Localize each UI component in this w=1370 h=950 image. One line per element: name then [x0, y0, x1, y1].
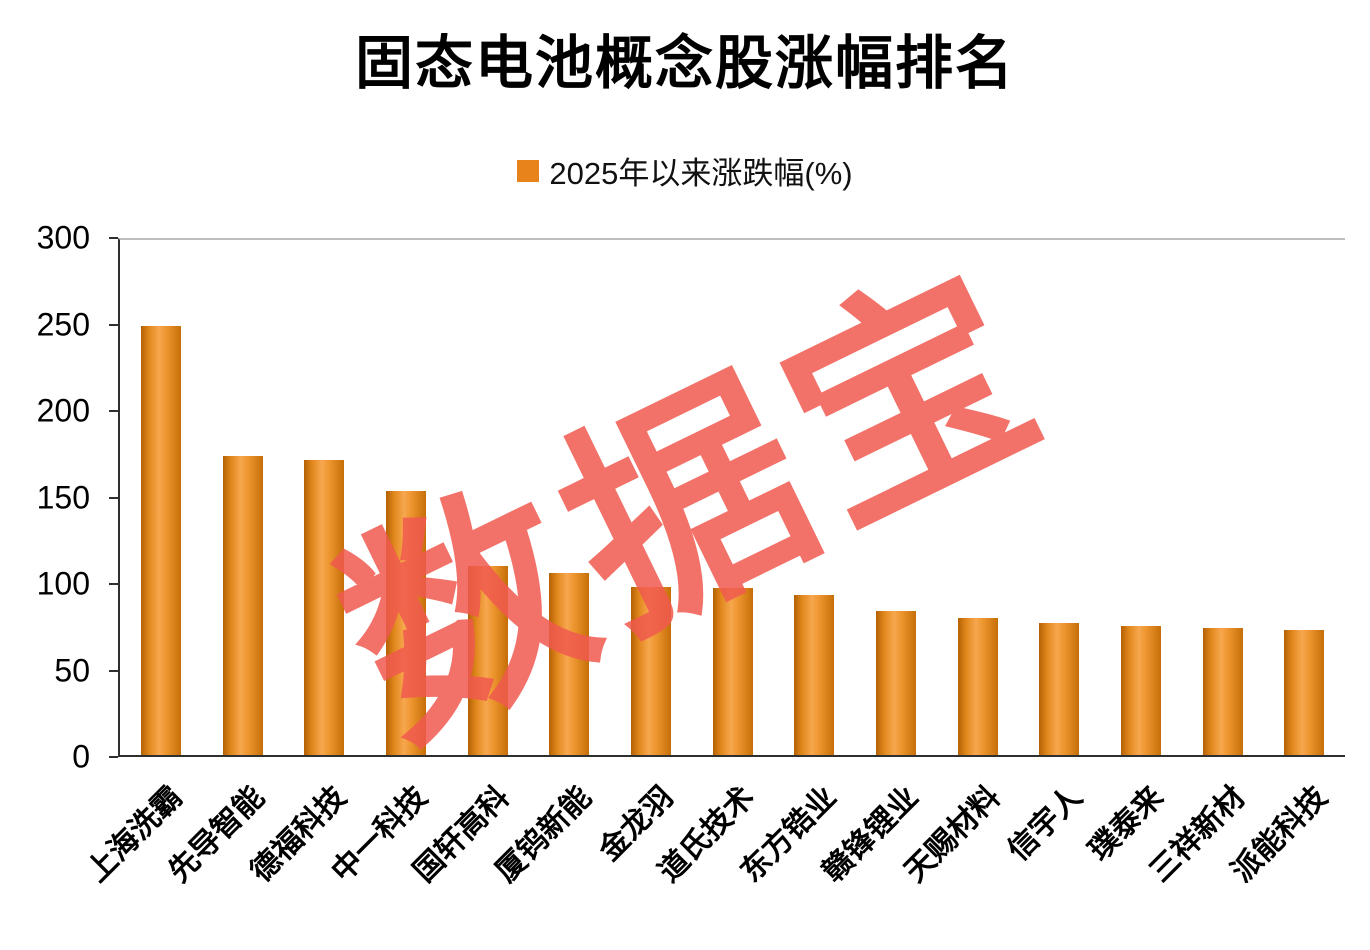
x-slot: 厦钨新能	[489, 764, 609, 944]
bar-slot	[528, 240, 610, 755]
bar-信宇人	[1039, 622, 1080, 755]
y-tick-mark	[109, 583, 118, 585]
plot-wrap	[118, 238, 1345, 757]
bar-slot	[610, 240, 692, 755]
y-tick-mark	[109, 237, 118, 239]
bar-slot	[1182, 240, 1264, 755]
bar-slot	[855, 240, 937, 755]
bar-上海洗霸	[140, 325, 181, 755]
legend: 2025年以来涨跌幅(%)	[0, 148, 1370, 193]
y-tick-mark	[109, 669, 118, 672]
x-slot: 派能科技	[1226, 764, 1345, 944]
bar-slot	[120, 240, 202, 755]
bar-slot	[202, 240, 284, 755]
bar-厦钨新能	[549, 573, 590, 755]
bar-德福科技	[304, 459, 345, 755]
y-tick-label: 300	[36, 219, 90, 256]
y-tick-mark	[109, 410, 118, 412]
bar-slot	[1018, 240, 1100, 755]
legend-swatch-icon	[517, 159, 540, 182]
plot-area	[120, 240, 1345, 755]
bar-三祥新材	[1202, 627, 1243, 755]
bar-slot	[773, 240, 855, 755]
y-tick-label: 100	[36, 565, 90, 602]
legend-label: 2025年以来涨跌幅(%)	[549, 156, 853, 191]
bar-金龙羽	[630, 586, 671, 755]
y-tick-mark	[109, 756, 118, 758]
y-tick-label: 150	[36, 479, 90, 515]
y-tick-label: 50	[54, 652, 90, 688]
bar-slot	[937, 240, 1019, 755]
y-tick-label: 0	[72, 738, 90, 775]
bar-东方锆业	[794, 595, 835, 755]
bar-中一科技	[385, 490, 426, 755]
bar-派能科技	[1284, 629, 1325, 755]
x-slot: 天赐材料	[898, 764, 1018, 944]
bar-slot	[692, 240, 774, 755]
y-axis: 0 50 100 150 200 250 300	[0, 0, 118, 950]
bar-道氏技术	[712, 588, 753, 755]
bar-slot	[1100, 240, 1182, 755]
bar-天赐材料	[957, 617, 998, 755]
bar-slot	[283, 240, 365, 755]
bar-先导智能	[222, 456, 263, 755]
chart-title: 固态电池概念股涨幅排名	[354, 31, 1015, 96]
x-axis-labels: 上海洗霸 先导智能 德福科技 中一科技 国轩高科 厦钨新能 金龙羽 道氏技术 东方锆业 赣锋锂业天…	[80, 764, 1345, 944]
x-slot: 信宇人	[1001, 764, 1100, 944]
bar-slot	[1263, 240, 1345, 755]
bar-赣锋锂业	[875, 610, 916, 755]
y-tick-mark	[109, 323, 118, 326]
bar-璞泰来	[1120, 626, 1161, 755]
bar-国轩高科	[467, 566, 508, 755]
y-tick-mark	[109, 496, 118, 499]
y-tick-label: 250	[36, 306, 90, 342]
bar-slot	[365, 240, 447, 755]
y-tick-label: 200	[36, 392, 90, 429]
bar-slot	[447, 240, 529, 755]
